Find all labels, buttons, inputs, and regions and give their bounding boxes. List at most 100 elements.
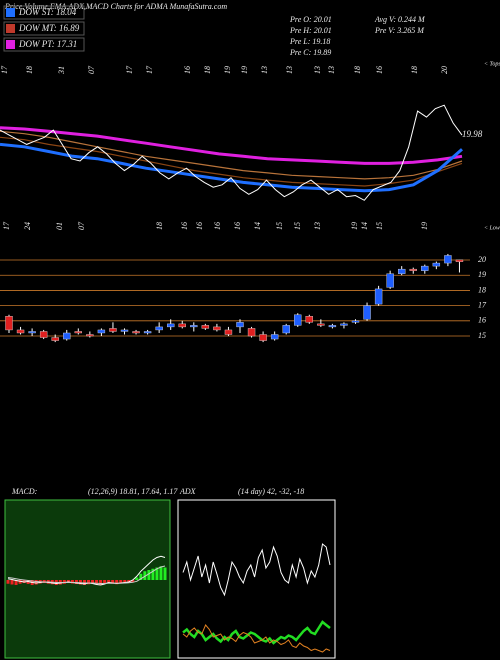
date-label: 19 <box>420 222 429 230</box>
candle-body <box>5 316 13 331</box>
ema-line <box>0 136 463 187</box>
legend-label: DOW ST: 18.04 <box>18 7 77 17</box>
macd-histogram-bar <box>139 573 143 580</box>
date-label: 18 <box>25 66 34 74</box>
date-label: 13 <box>313 66 322 74</box>
stat: Pre H: 20.01 <box>289 26 332 35</box>
ema-line <box>0 104 463 201</box>
date-label: 17 <box>2 221 11 230</box>
macd-histogram-bar <box>10 580 14 585</box>
date-label: 18 <box>353 66 362 74</box>
macd-histogram-bar <box>119 580 123 584</box>
candle-body <box>155 326 163 331</box>
adx-line <box>182 624 331 653</box>
candle-body <box>143 331 152 334</box>
macd-histogram-bar <box>151 568 155 580</box>
last-price-label: 19.98 <box>462 129 483 139</box>
date-label: 13 <box>285 66 294 74</box>
candle-body <box>201 325 210 329</box>
ema-line <box>0 142 463 193</box>
date-label: 18 <box>203 66 212 74</box>
macd-histogram-bar <box>18 580 22 584</box>
macd-histogram-bar <box>95 580 99 585</box>
candle-body <box>421 265 429 271</box>
stat: Avg V: 0.244 M <box>374 15 426 24</box>
candle-body <box>39 331 48 338</box>
date-label: 16 <box>195 222 204 230</box>
date-label: 19 <box>350 222 359 230</box>
date-label: 18 <box>410 66 419 74</box>
macd-histogram-bar <box>163 567 167 580</box>
date-label: 13 <box>327 66 336 74</box>
macd-histogram-bar <box>147 570 151 580</box>
date-label: 19 <box>223 66 232 74</box>
candle-body <box>247 328 256 337</box>
date-label: 15 <box>275 222 284 230</box>
candle-body <box>409 268 417 271</box>
candle-body <box>259 334 267 341</box>
legend-swatch <box>6 40 15 49</box>
macd-title: MACD: <box>11 487 38 496</box>
candle-body <box>305 316 313 323</box>
macd-histogram-bar <box>107 580 111 583</box>
adx-line <box>182 543 331 597</box>
legend-box <box>3 37 85 52</box>
candle-body <box>28 331 36 334</box>
date-label: 17 <box>0 65 9 74</box>
date-label: 07 <box>77 221 86 230</box>
macd-histogram-bar <box>78 580 82 585</box>
date-label: 13 <box>260 66 269 74</box>
candle-body <box>340 323 348 326</box>
candle-body <box>444 255 452 264</box>
y-tick-label: 20 <box>478 255 486 264</box>
y-tick-label: 17 <box>478 300 487 309</box>
macd-histogram-bar <box>159 566 163 580</box>
candle-body <box>97 329 106 334</box>
candle-body <box>132 331 140 334</box>
macd-histogram-bar <box>87 580 91 585</box>
date-label: 14 <box>253 222 262 230</box>
macd-histogram-bar <box>99 580 103 585</box>
date-label: 16 <box>213 222 222 230</box>
macd-histogram-bar <box>70 580 74 584</box>
macd-panel <box>4 499 171 659</box>
candle-body <box>51 337 59 341</box>
date-label: 07 <box>87 65 96 74</box>
legend-label: DOW PT: 17.31 <box>18 39 77 49</box>
macd-histogram-bar <box>74 580 78 584</box>
macd-histogram-bar <box>115 580 119 585</box>
legend-label: DOW MT: 16.89 <box>18 23 80 33</box>
lows-label: < Lows <box>484 225 500 231</box>
candle-body <box>213 326 221 331</box>
legend-swatch <box>6 24 15 33</box>
adx-params: (14 day) 42, -32, -18 <box>238 487 304 496</box>
date-label: 16 <box>180 222 189 230</box>
macd-histogram-bar <box>103 580 107 584</box>
legend-box <box>3 21 85 36</box>
candle-body <box>74 331 83 334</box>
stat: Pre O: 20.01 <box>289 15 332 24</box>
stat: Pre L: 19.18 <box>289 37 330 46</box>
macd-histogram-bar <box>111 580 115 584</box>
candle-body <box>328 325 337 328</box>
candle-body <box>236 322 244 328</box>
candle-body <box>120 329 129 332</box>
candle-body <box>317 323 325 326</box>
date-label: 01 <box>55 222 64 230</box>
stat: Pre C: 19.89 <box>289 48 331 57</box>
legend-swatch <box>6 8 15 17</box>
stat: Pre V: 3.265 M <box>374 26 425 35</box>
macd-histogram-bar <box>14 580 18 585</box>
macd-histogram-bar <box>123 580 127 583</box>
candle-body <box>224 329 233 335</box>
date-label: 13 <box>313 222 322 230</box>
macd-histogram-bar <box>135 577 139 580</box>
date-label: 15 <box>293 222 302 230</box>
date-label: 16 <box>183 66 192 74</box>
date-label: 17 <box>145 65 154 74</box>
macd-histogram-bar <box>6 580 10 584</box>
candle-body <box>63 332 71 340</box>
candle-body <box>351 320 360 323</box>
